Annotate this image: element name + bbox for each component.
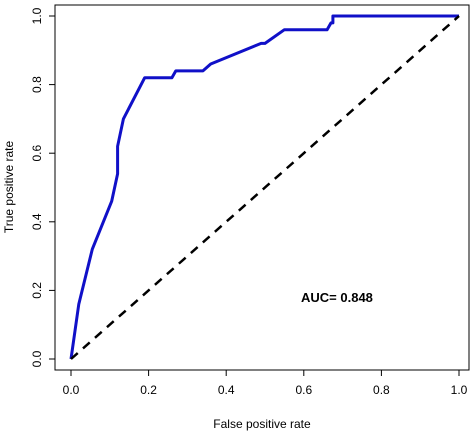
y-tick-label: 0.4: [30, 213, 44, 230]
x-tick-label: 0.2: [140, 383, 157, 397]
x-tick-label: 0.8: [373, 383, 390, 397]
axes-layer: 0.0 0.2 0.4 0.6 0.8 1.0 0.0 0.2 0.4 0.6 0.8 1.0: [30, 7, 468, 397]
auc-annotation: AUC= 0.848: [301, 290, 373, 305]
x-tick-label: 0.0: [63, 383, 80, 397]
x-axis-label: False positive rate: [213, 417, 311, 431]
y-tick-label: 0.2: [30, 282, 44, 299]
y-axis-label: True positive rate: [2, 141, 16, 234]
y-tick-label: 0.0: [30, 350, 44, 367]
plot-frame: [54, 4, 470, 371]
x-tick-label: 1.0: [451, 383, 468, 397]
y-tick-label: 1.0: [30, 7, 44, 24]
series-layer: [69, 14, 460, 360]
x-tick-label: 0.4: [218, 383, 235, 397]
y-tick-label: 0.8: [30, 76, 44, 93]
roc-curve-line: [69, 14, 459, 360]
x-tick-label: 0.6: [295, 383, 312, 397]
reference-diagonal-line: [70, 15, 460, 360]
y-tick-label: 0.6: [30, 145, 44, 162]
